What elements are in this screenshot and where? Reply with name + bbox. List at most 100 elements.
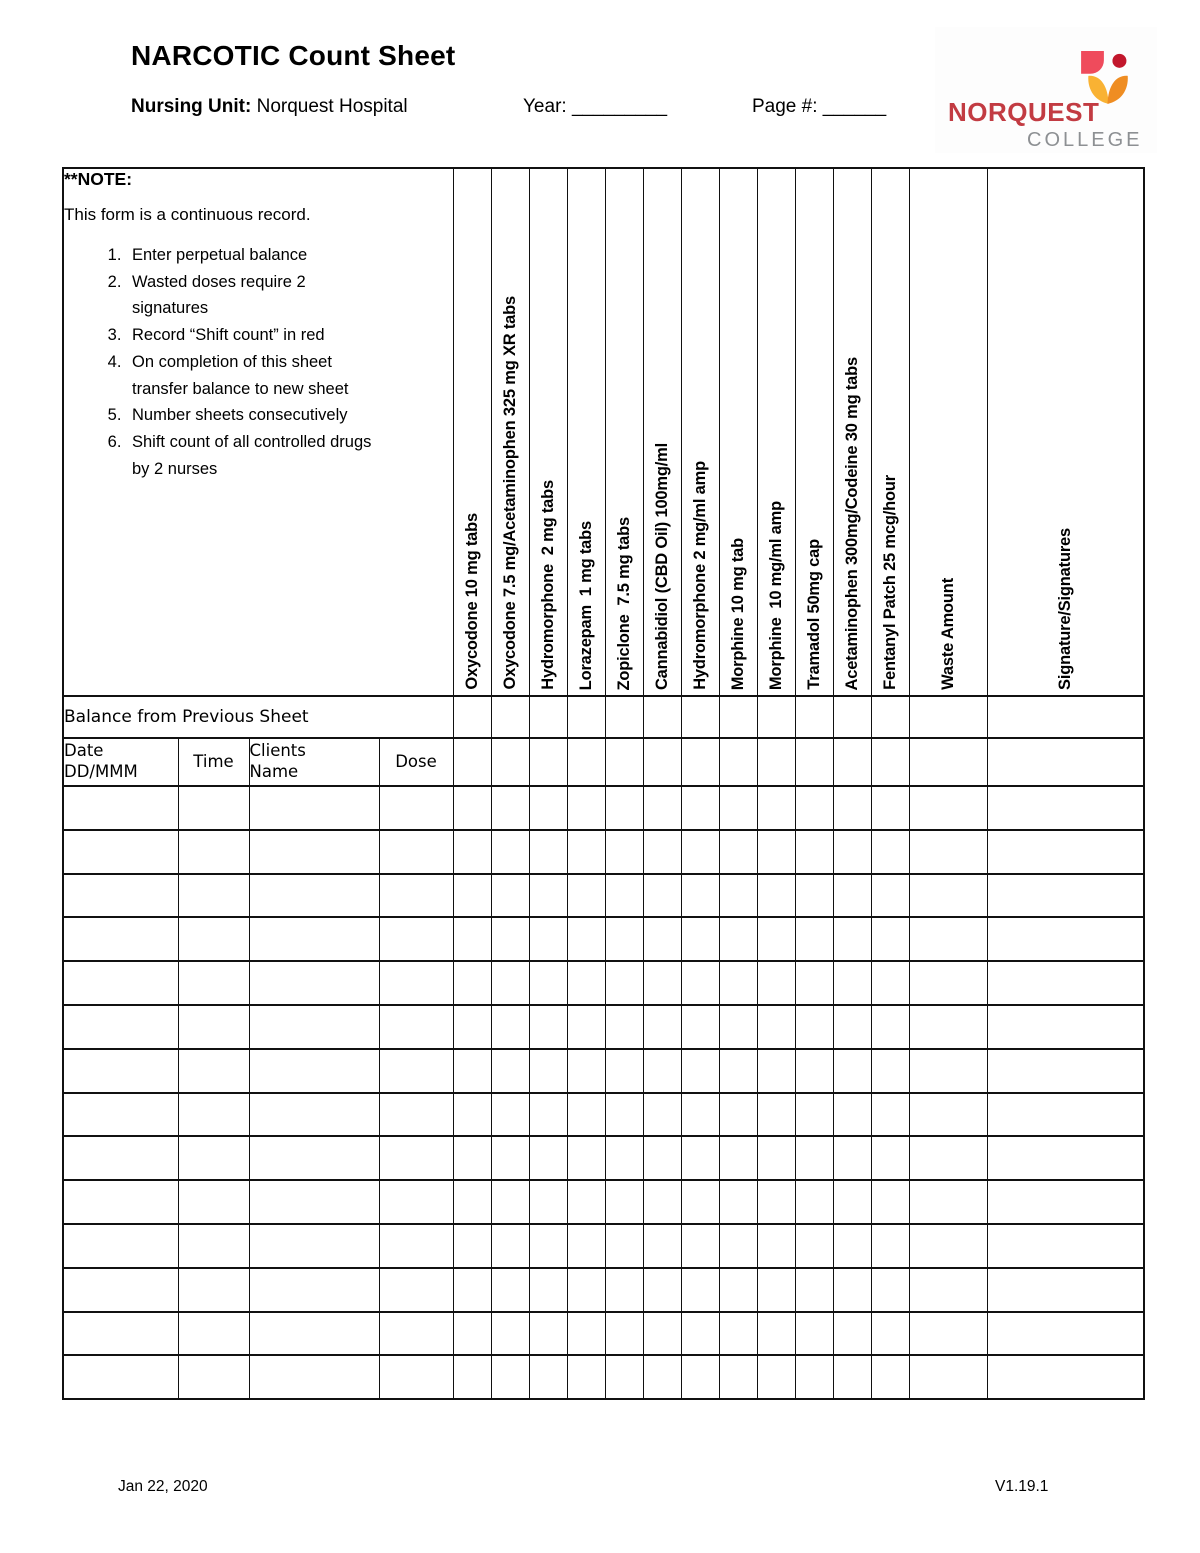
grid-cell[interactable]: [680, 960, 720, 1006]
grid-cell[interactable]: [908, 785, 988, 831]
grid-cell[interactable]: [832, 1091, 872, 1138]
grid-cell[interactable]: [177, 960, 250, 1006]
grid-cell[interactable]: [832, 960, 872, 1006]
grid-cell[interactable]: [794, 916, 834, 963]
grid-cell[interactable]: [756, 1047, 796, 1094]
grid-cell[interactable]: [642, 1222, 682, 1269]
grid-cell[interactable]: [62, 1003, 179, 1050]
grid-cell[interactable]: [378, 1222, 454, 1269]
grid-cell[interactable]: [452, 1222, 492, 1269]
grid-cell[interactable]: [642, 828, 682, 875]
grid-cell[interactable]: [452, 1135, 492, 1182]
balance-cell[interactable]: [718, 695, 758, 739]
grid-cell[interactable]: [528, 1179, 568, 1225]
grid-cell[interactable]: [177, 1047, 250, 1094]
grid-cell[interactable]: [490, 1354, 530, 1401]
grid-cell[interactable]: [177, 1179, 250, 1225]
balance-cell[interactable]: [908, 695, 988, 739]
grid-cell[interactable]: [604, 1003, 644, 1050]
balance-cell[interactable]: [986, 695, 1145, 739]
grid-cell[interactable]: [832, 828, 872, 875]
grid-cell[interactable]: [177, 828, 250, 875]
grid-cell[interactable]: [642, 1047, 682, 1094]
grid-cell[interactable]: [908, 1003, 988, 1050]
grid-cell[interactable]: [870, 1310, 910, 1357]
grid-cell[interactable]: [604, 872, 644, 919]
grid-cell[interactable]: [832, 785, 872, 831]
grid-cell[interactable]: [794, 1047, 834, 1094]
grid-cell[interactable]: [604, 1047, 644, 1094]
grid-cell[interactable]: [452, 1310, 492, 1357]
grid-cell[interactable]: [248, 1135, 380, 1182]
grid-cell[interactable]: [794, 1354, 834, 1401]
grid-cell[interactable]: [177, 1135, 250, 1182]
grid-cell[interactable]: [378, 1179, 454, 1225]
grid-cell[interactable]: [718, 1003, 758, 1050]
grid-cell[interactable]: [62, 1179, 179, 1225]
grid-cell[interactable]: [62, 1310, 179, 1357]
grid-cell[interactable]: [986, 785, 1145, 831]
grid-cell[interactable]: [452, 737, 492, 787]
grid-cell[interactable]: [756, 1003, 796, 1050]
page-number-field[interactable]: Page #: ______: [752, 96, 887, 117]
grid-cell[interactable]: [680, 1179, 720, 1225]
grid-cell[interactable]: [490, 916, 530, 963]
grid-cell[interactable]: [832, 1135, 872, 1182]
grid-cell[interactable]: [248, 1222, 380, 1269]
grid-cell[interactable]: [986, 1266, 1145, 1313]
grid-cell[interactable]: [680, 737, 720, 787]
grid-cell[interactable]: [248, 1354, 380, 1401]
grid-cell[interactable]: [604, 916, 644, 963]
grid-cell[interactable]: [794, 1266, 834, 1313]
grid-cell[interactable]: [870, 737, 910, 787]
grid-cell[interactable]: [566, 1003, 606, 1050]
grid-cell[interactable]: [794, 1310, 834, 1357]
grid-cell[interactable]: [248, 1266, 380, 1313]
grid-cell[interactable]: [248, 916, 380, 963]
grid-cell[interactable]: [870, 1266, 910, 1313]
grid-cell[interactable]: [756, 1135, 796, 1182]
grid-cell[interactable]: [604, 1354, 644, 1401]
grid-cell[interactable]: [566, 1047, 606, 1094]
grid-cell[interactable]: [642, 785, 682, 831]
grid-cell[interactable]: [528, 1222, 568, 1269]
grid-cell[interactable]: [718, 1135, 758, 1182]
grid-cell[interactable]: [528, 872, 568, 919]
grid-cell[interactable]: [718, 1310, 758, 1357]
grid-cell[interactable]: [177, 916, 250, 963]
grid-cell[interactable]: [756, 872, 796, 919]
grid-cell[interactable]: [832, 872, 872, 919]
grid-cell[interactable]: [718, 872, 758, 919]
grid-cell[interactable]: [680, 1091, 720, 1138]
grid-cell[interactable]: [490, 1135, 530, 1182]
grid-cell[interactable]: [680, 1135, 720, 1182]
grid-cell[interactable]: [452, 1354, 492, 1401]
grid-cell[interactable]: [490, 960, 530, 1006]
grid-cell[interactable]: [642, 1266, 682, 1313]
grid-cell[interactable]: [490, 737, 530, 787]
grid-cell[interactable]: [642, 872, 682, 919]
grid-cell[interactable]: [642, 1091, 682, 1138]
grid-cell[interactable]: [452, 1266, 492, 1313]
grid-cell[interactable]: [870, 1003, 910, 1050]
grid-cell[interactable]: [566, 1135, 606, 1182]
balance-cell[interactable]: [452, 695, 492, 739]
grid-cell[interactable]: [62, 1222, 179, 1269]
grid-cell[interactable]: [718, 1354, 758, 1401]
grid-cell[interactable]: [177, 1222, 250, 1269]
balance-cell[interactable]: [528, 695, 568, 739]
grid-cell[interactable]: [870, 828, 910, 875]
grid-cell[interactable]: [680, 1310, 720, 1357]
grid-cell[interactable]: [248, 1003, 380, 1050]
grid-cell[interactable]: [718, 960, 758, 1006]
grid-cell[interactable]: [870, 1179, 910, 1225]
grid-cell[interactable]: [604, 1310, 644, 1357]
grid-cell[interactable]: [870, 1135, 910, 1182]
grid-cell[interactable]: [908, 1222, 988, 1269]
grid-cell[interactable]: [452, 1179, 492, 1225]
grid-cell[interactable]: [642, 737, 682, 787]
grid-cell[interactable]: [248, 785, 380, 831]
grid-cell[interactable]: [832, 1003, 872, 1050]
grid-cell[interactable]: [378, 960, 454, 1006]
grid-cell[interactable]: [177, 1354, 250, 1401]
